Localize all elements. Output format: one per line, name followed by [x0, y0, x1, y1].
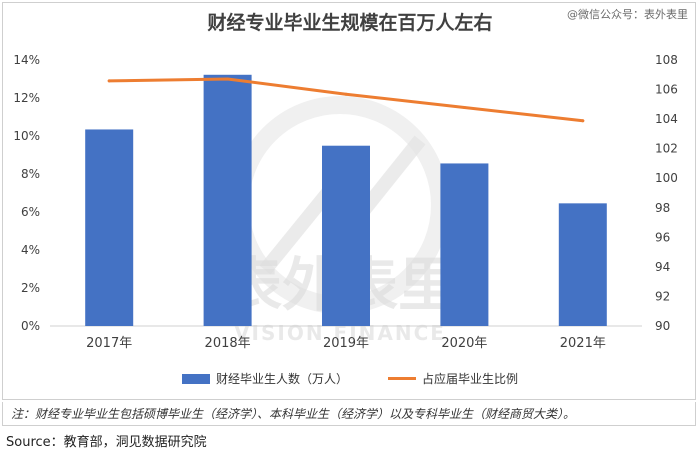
source-text: Source：教育部，洞见数据研究院	[6, 435, 207, 450]
legend-swatch-line	[388, 377, 416, 380]
x-tick-label: 2018年	[205, 336, 251, 351]
bar	[322, 145, 370, 326]
bar	[85, 129, 134, 326]
right-tick-label: 94	[655, 260, 670, 274]
watermark-tag: @微信公众号：表外表里	[567, 8, 688, 21]
legend: 财经毕业生人数（万人） 占应届毕业生比例	[0, 370, 700, 387]
x-tick-label: 2020年	[441, 336, 487, 351]
left-tick-label: 14%	[13, 53, 40, 67]
chart-title: 财经专业毕业生规模在百万人左右	[207, 12, 493, 34]
right-tick-label: 90	[655, 319, 670, 333]
left-tick-label: 8%	[21, 167, 40, 181]
legend-label-bar: 财经毕业生人数（万人）	[215, 372, 348, 386]
left-tick-label: 10%	[13, 129, 40, 143]
bar	[558, 203, 607, 326]
line-point	[344, 92, 348, 96]
left-tick-label: 2%	[21, 281, 40, 295]
left-tick-label: 6%	[21, 205, 40, 219]
line-point	[107, 79, 111, 83]
line-point	[226, 77, 230, 81]
legend-item-line: 占应届毕业生比例	[388, 370, 518, 387]
left-tick-label: 12%	[13, 91, 40, 105]
right-tick-label: 98	[655, 201, 670, 215]
right-tick-label: 92	[655, 289, 670, 303]
right-tick-label: 102	[655, 142, 678, 156]
series-line	[107, 77, 585, 123]
legend-swatch-bar	[181, 373, 210, 384]
right-tick-label: 104	[655, 112, 678, 126]
left-tick-label: 4%	[21, 243, 40, 257]
right-tick-label: 96	[655, 230, 670, 244]
x-tick-label: 2017年	[86, 336, 132, 351]
bar	[440, 163, 489, 326]
legend-item-bar: 财经毕业生人数（万人）	[181, 370, 348, 387]
x-tick-label: 2021年	[560, 336, 606, 351]
x-tick-label: 2019年	[323, 336, 369, 351]
line-point	[462, 106, 466, 109]
footnote: 注：财经专业毕业生包括硕博毕业生（经济学）、本科毕业生（经济学）以及专科毕业生（…	[2, 402, 696, 426]
left-tick-label: 0%	[21, 319, 40, 333]
right-tick-label: 106	[655, 83, 678, 97]
line-point	[581, 119, 585, 123]
bar	[203, 74, 252, 327]
right-tick-label: 100	[655, 171, 678, 185]
legend-label-line: 占应届毕业生比例	[422, 372, 519, 386]
right-tick-label: 108	[655, 53, 678, 67]
